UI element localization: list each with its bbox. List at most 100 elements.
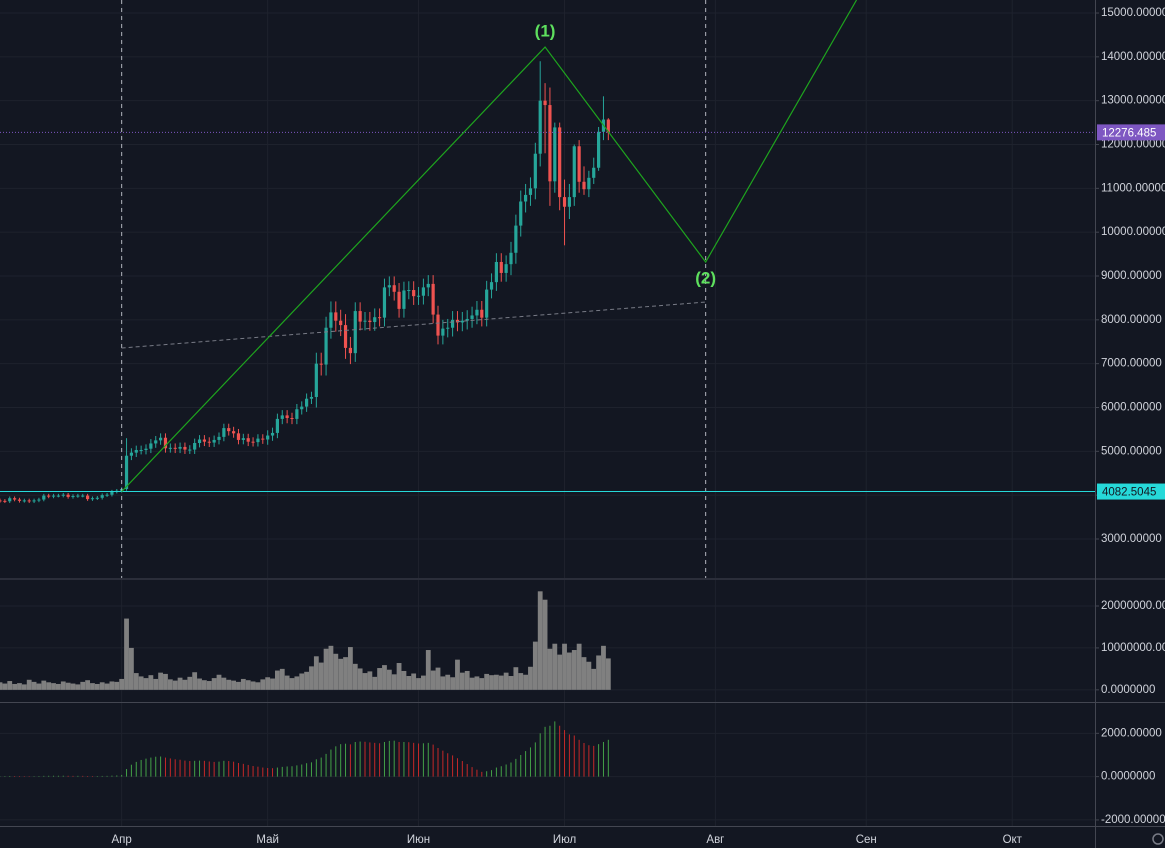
volume-bar [275, 670, 280, 690]
candle-body [592, 167, 596, 178]
volume-bar [153, 678, 159, 690]
volume-bar [294, 676, 300, 690]
volume-bar [31, 681, 37, 690]
y-tick-label: 15000.00000 [1101, 7, 1165, 19]
volume-bar [552, 643, 558, 690]
volume-bar [284, 675, 290, 690]
volume-bar [143, 678, 149, 690]
volume-bar [435, 667, 441, 690]
y-tick-label: -2000.00000 [1101, 814, 1165, 826]
volume-bar [192, 672, 198, 690]
candle-body [197, 439, 202, 444]
volume-bar [489, 675, 494, 690]
candle-body [13, 498, 17, 500]
candle-body [202, 439, 206, 442]
candle-body [251, 441, 255, 443]
candle-body [256, 438, 260, 443]
candle-body [100, 495, 104, 498]
candle-body [470, 315, 474, 319]
marks-layer [0, 0, 1095, 777]
volume-bar [333, 653, 339, 690]
candle-body [587, 177, 591, 190]
candle-body [353, 311, 357, 354]
candle-body [86, 495, 90, 500]
volume-bar [576, 643, 582, 690]
y-tick-label: 10000000.0000 [1101, 642, 1165, 654]
volume-bar [338, 658, 344, 690]
wave-line [121, 0, 858, 492]
candle-body [183, 446, 187, 450]
candle-body [543, 100, 547, 106]
volume-bar [391, 674, 397, 690]
candle-body [300, 406, 304, 410]
candle-body [446, 327, 450, 329]
candle-body [295, 409, 299, 419]
candle-body [56, 495, 60, 497]
settings-icon[interactable] [1152, 833, 1164, 845]
price-line-label-box [1097, 124, 1165, 141]
candle-body [558, 127, 562, 198]
volume-bar [182, 679, 188, 690]
candle-body [441, 328, 445, 336]
volume-bar [187, 676, 193, 690]
y-tick-label: 13000.00000 [1101, 95, 1165, 107]
x-tick-label: Сен [856, 834, 877, 846]
volume-bar [60, 681, 66, 690]
candle-body [22, 500, 26, 502]
candle-body [514, 225, 518, 253]
candle-body [188, 449, 192, 451]
volume-bar [245, 680, 251, 690]
wave-label: (1) [535, 22, 556, 41]
candle-body [275, 418, 279, 433]
volume-bar [299, 673, 305, 690]
volume-bar [202, 680, 207, 690]
volume-bar [270, 678, 275, 690]
candle-body [0, 500, 2, 502]
volume-bar [518, 673, 524, 690]
candle-body [319, 363, 323, 365]
volume-bar [440, 676, 446, 690]
volume-bar [211, 678, 217, 690]
volume-bar [411, 673, 417, 690]
candle-body [105, 494, 109, 496]
candle-body [139, 450, 143, 452]
candle-body [402, 290, 406, 309]
candle-body [236, 433, 241, 440]
volume-bar [260, 679, 266, 690]
candle-body [324, 327, 328, 365]
level-line-label-box [1097, 483, 1165, 500]
volume-bar [450, 677, 455, 690]
candle-body [51, 495, 56, 497]
volume-bar [129, 647, 134, 690]
volume-bar [197, 678, 202, 690]
volume-bar [114, 681, 120, 690]
x-tick-label: Июл [553, 834, 576, 846]
candle-body [329, 312, 333, 328]
volume-bar [138, 676, 144, 690]
candle-body [159, 437, 163, 441]
candle-body [154, 440, 158, 444]
candle-body [3, 500, 7, 502]
volume-bar [255, 682, 261, 690]
candle-body [193, 443, 197, 450]
volume-bar [416, 678, 421, 690]
volume-bar [367, 671, 373, 690]
settings-icon-ring[interactable] [1152, 833, 1164, 845]
x-tick-label: Июн [407, 834, 430, 846]
volume-bar [571, 650, 577, 690]
candle-body [178, 446, 182, 449]
volume-bar [382, 665, 387, 690]
volume-bar [236, 681, 241, 690]
volume-bar [401, 670, 407, 690]
grid-layer [0, 0, 1095, 826]
volume-bar [70, 683, 76, 690]
candle-body [42, 495, 46, 500]
volume-bar [99, 682, 105, 690]
candle-body [606, 119, 610, 133]
candle-body [134, 450, 138, 453]
candle-body [61, 494, 65, 496]
candle-body [76, 495, 80, 497]
volume-bar [304, 671, 309, 690]
candle-body [597, 131, 601, 168]
candle-body [378, 317, 382, 319]
